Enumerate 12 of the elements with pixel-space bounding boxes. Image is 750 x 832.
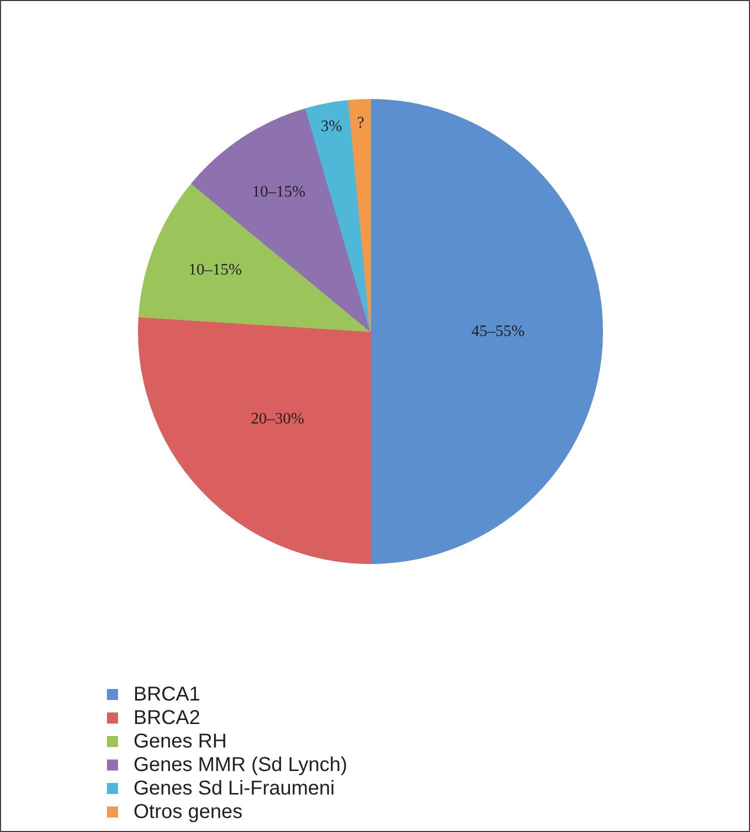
text: ? [357, 114, 364, 132]
legend-label: Otros genes [134, 801, 242, 823]
legend-label: Genes Sd Li-Fraumeni [134, 778, 335, 800]
legend-label: BRCA2 [134, 707, 200, 729]
legend-label: Genes MMR (Sd Lynch) [134, 754, 348, 776]
legend-label: BRCA1 [134, 684, 200, 706]
legend-label: Genes RH [134, 730, 227, 752]
text: 3% [320, 118, 342, 135]
text: 20–30% [250, 410, 304, 428]
text: 10–15% [188, 262, 242, 279]
text: 10–15% [252, 183, 306, 200]
text: 45–55% [471, 323, 525, 340]
